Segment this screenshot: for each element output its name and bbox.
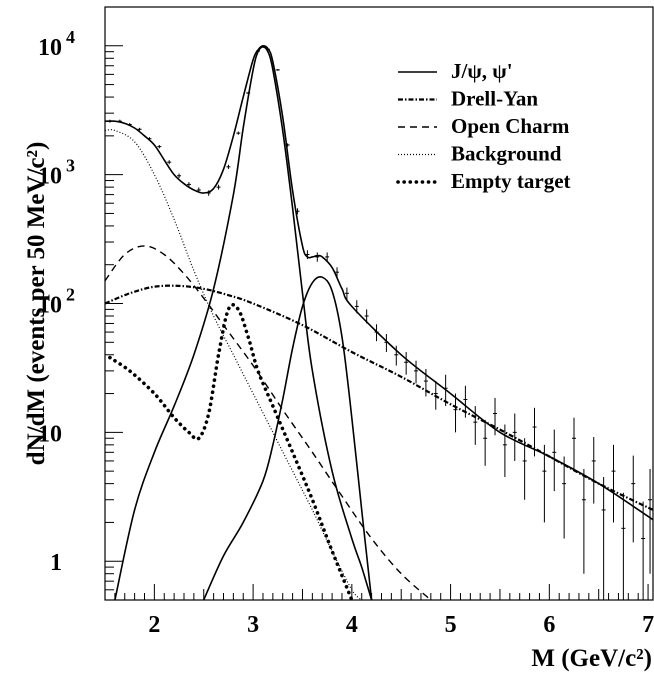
data-point [246,91,251,95]
y-tick-label: 10 [38,164,62,190]
data-point [473,406,478,445]
x-axis-label: M (GeV/c²) [531,645,652,672]
data-point [601,477,606,600]
data-point [532,407,537,457]
data-point [374,324,379,342]
y-axis-label: dN/dM (events per 50 MeV/c²) [23,142,50,466]
legend-label: J/ψ, ψ' [451,59,513,83]
x-tick-label: 2 [148,612,160,638]
data-point [591,437,596,504]
legend-entry: Drell-Yan [398,87,538,111]
y-tick-label: 10 [38,293,62,319]
data-point [423,369,428,397]
data-point [542,444,547,523]
data-point [364,309,369,324]
data-point [552,429,557,492]
data-point [404,352,409,375]
data-point [196,187,201,193]
data-point [285,143,290,147]
data-point [641,501,646,600]
series-line-1 [105,284,653,511]
data-point [648,468,653,574]
data-point [177,173,182,179]
x-tick-label: 6 [543,612,555,638]
y-tick-label: 1 [50,550,62,576]
series-line-0 [202,275,373,600]
data-point [335,267,340,278]
data-point [216,184,221,190]
data-point [631,455,636,543]
legend-entry: Open Charm [398,114,570,138]
series-line-0 [114,46,373,600]
data-point [226,164,231,170]
y-tick-label: 10 [38,35,62,61]
data-point [562,456,567,539]
data-point [572,417,577,472]
data-point [611,444,616,523]
legend-entry: Empty target [396,169,571,193]
data-point [414,360,419,384]
data-point [295,208,300,215]
y-tick-label: 10 [38,421,62,447]
series-line-4 [108,303,354,600]
data-point [265,48,270,50]
data-point [581,468,586,574]
data-point [522,438,527,500]
y-tick-exponent: 4 [66,27,75,47]
data-point [502,424,507,478]
data-point [354,300,359,314]
data-point [463,385,468,418]
legend-label: Open Charm [451,114,570,138]
data-point [344,287,349,300]
data-point [621,492,626,600]
data-point [315,252,320,262]
data-point [127,123,132,127]
data-point [256,50,261,52]
data-point [512,413,517,461]
plot-frame [104,6,654,601]
legend-label: Drell-Yan [451,87,538,111]
data-point [147,137,152,141]
data-point [394,345,399,366]
data-point [384,333,389,353]
y-tick-exponent: 2 [66,285,75,305]
data-point [325,252,330,262]
data-point [206,190,211,196]
data-point [236,131,241,135]
legend-label: Background [451,142,562,166]
data-point [137,127,142,131]
data-point [305,250,310,260]
data-point [107,119,112,123]
legend-entry: Background [398,142,562,166]
series-line-2 [105,245,432,600]
data-point [157,144,162,149]
data-point [117,119,122,123]
data-point [167,160,172,165]
data-point [483,419,488,466]
data-point [433,381,438,410]
total-fit-line [105,44,653,521]
data-point [186,182,191,187]
x-tick-label: 5 [445,612,457,638]
series-line-3 [105,129,363,600]
y-tick-exponent: 3 [66,156,75,176]
data-point [443,374,448,407]
x-tick-label: 3 [247,612,259,638]
data-point [493,397,498,436]
legend-label: Empty target [451,169,571,193]
data-point [453,393,458,433]
x-tick-label: 4 [346,612,358,638]
legend-entry: J/ψ, ψ' [398,59,513,83]
data-point [275,69,280,71]
x-tick-label: 7 [642,612,654,638]
